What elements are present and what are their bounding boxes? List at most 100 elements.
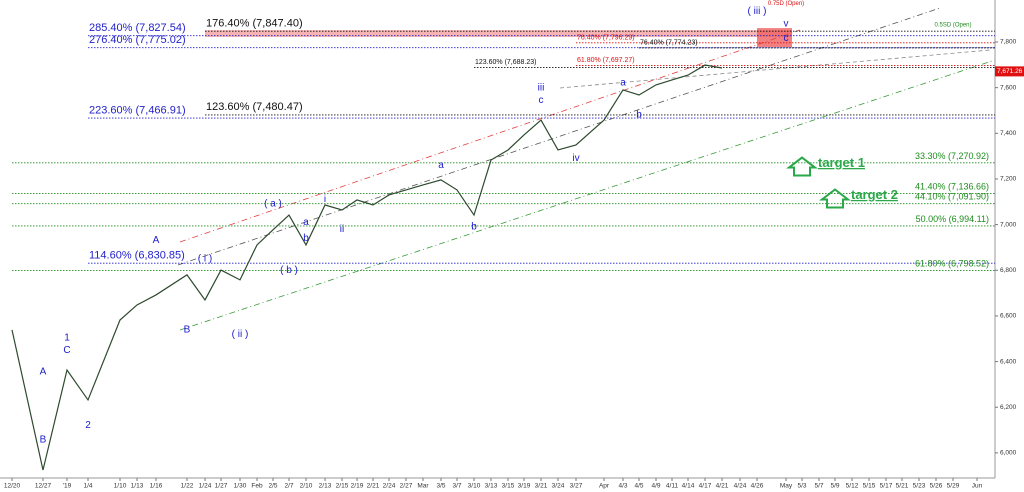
x-tick-label: 3/24 — [552, 483, 565, 490]
wave-label: ii — [340, 224, 344, 235]
fib-label: 61.80% (7,697.27) — [577, 57, 635, 64]
fib-label: 50.00% (6,994.11) — [916, 214, 989, 224]
price-line — [11, 64, 723, 471]
wave-label: A — [40, 367, 47, 378]
y-tick-label: 6,000 — [1000, 450, 1017, 457]
x-tick-label: 4/14 — [682, 483, 695, 490]
wave-label: ( i ) — [198, 254, 212, 265]
x-tick-label: 3/27 — [570, 483, 583, 490]
wave-label: a — [303, 217, 309, 228]
x-tick-label: 1/13 — [131, 483, 144, 490]
x-tick-label: 4/11 — [666, 483, 679, 490]
wave-label: v — [784, 18, 789, 29]
x-tick-label: 5/9 — [830, 483, 839, 490]
fib-label: 176.40% (7,847.40) — [206, 17, 303, 29]
fib-label: 76.40% (7,796.29) — [577, 34, 635, 41]
x-tick-label: 5/7 — [814, 483, 823, 490]
x-tick-label: 5/12 — [846, 483, 859, 490]
x-tick-label: '19 — [63, 483, 72, 490]
zone — [757, 28, 792, 48]
wave-label: b — [303, 233, 309, 244]
wave-label: iv — [572, 153, 579, 164]
x-tick-label: 5/23 — [913, 483, 926, 490]
zone — [205, 30, 792, 37]
fib-label: 285.40% (7,827.54) — [89, 22, 186, 34]
fib-label: 276.40% (7,775.02) — [89, 34, 186, 46]
x-tick-label: 1/16 — [150, 483, 163, 490]
wave-label: c — [539, 95, 544, 106]
wave-label: c — [784, 33, 789, 44]
wave-label: C — [63, 345, 70, 356]
y-tick-label: 7,000 — [1000, 221, 1017, 228]
x-tick-label: 2/24 — [383, 483, 396, 490]
x-tick-label: 3/7 — [452, 483, 461, 490]
wave-label: a — [620, 78, 626, 89]
wave-label: ( a ) — [264, 199, 282, 210]
wave-label: 2 — [85, 420, 91, 431]
x-tick-label: 3/10 — [468, 483, 481, 490]
x-tick-label: 1/30 — [234, 483, 247, 490]
x-tick-label: 2/21 — [367, 483, 380, 490]
x-tick-label: 3/15 — [502, 483, 515, 490]
target-label: target 2 — [851, 187, 898, 202]
wave-label: B — [40, 435, 47, 446]
wave-label: b — [636, 110, 642, 121]
wave-label: a — [438, 160, 444, 171]
x-tick-label: 2/13 — [319, 483, 332, 490]
last-price-tag — [995, 66, 1024, 77]
x-tick-label: Feb — [251, 483, 263, 490]
x-tick-label: 5/17 — [880, 483, 893, 490]
y-tick-label: 6,600 — [1000, 313, 1017, 320]
fib-label: 44.10% (7,091.90) — [915, 192, 989, 202]
wave-label: 0.75D (Open) — [768, 1, 804, 7]
wave-label: ( iii ) — [748, 6, 767, 17]
wave-label: B — [184, 324, 191, 335]
y-tick-label: 7,800 — [1000, 39, 1017, 46]
x-tick-label: 12/27 — [35, 483, 52, 490]
x-tick-label: 2/27 — [400, 483, 413, 490]
trend-line — [179, 59, 996, 331]
x-tick-label: Apr — [599, 483, 610, 490]
fib-label: 123.60% (7,480.47) — [206, 101, 303, 113]
fib-label: 33.30% (7,270.92) — [915, 151, 989, 161]
y-tick-label: 6,800 — [1000, 267, 1017, 274]
y-tick-label: 7,600 — [1000, 84, 1017, 91]
wave-label: 1 — [64, 332, 70, 343]
y-tick-label: 7,400 — [1000, 130, 1017, 137]
last-price-label: 7,671.26 — [997, 68, 1023, 75]
x-tick-label: 5/26 — [930, 483, 943, 490]
x-tick-label: 4/24 — [734, 483, 747, 490]
y-tick-label: 6,200 — [1000, 404, 1017, 411]
x-tick-label: 3/13 — [485, 483, 498, 490]
fib-label: 41.40% (7,136.66) — [915, 181, 989, 191]
x-tick-label: 4/26 — [751, 483, 764, 490]
y-tick-label: 7,200 — [1000, 176, 1017, 183]
wave-label: ( b ) — [280, 265, 298, 276]
x-tick-label: 5/29 — [947, 483, 960, 490]
fib-label: 76.40% (7,774.23) — [640, 40, 698, 47]
x-tick-label: 12/20 — [4, 483, 21, 490]
x-tick-label: 1/4 — [83, 483, 92, 490]
x-tick-label: 4/3 — [618, 483, 627, 490]
trend-line — [177, 7, 941, 266]
fib-label: 61.80% (6,798.52) — [915, 259, 989, 269]
x-tick-label: 2/15 — [336, 483, 349, 490]
x-tick-label: Mar — [417, 483, 429, 490]
fib-label: 223.60% (7,466.91) — [89, 104, 186, 116]
x-tick-label: 2/19 — [351, 483, 364, 490]
x-tick-label: 1/27 — [215, 483, 228, 490]
x-tick-label: 1/22 — [181, 483, 194, 490]
wave-label: 0.5SD (Open) — [934, 23, 971, 29]
x-tick-label: 5/21 — [896, 483, 909, 490]
wave-label: A — [153, 235, 160, 246]
trend-line — [559, 49, 991, 89]
x-tick-label: 3/21 — [535, 483, 548, 490]
x-tick-label: 2/10 — [300, 483, 313, 490]
wave-label: b — [471, 222, 477, 233]
x-tick-label: 2/5 — [268, 483, 277, 490]
x-tick-label: 1/24 — [199, 483, 212, 490]
target-arrow — [786, 156, 818, 177]
wave-label: iii — [538, 82, 545, 93]
x-tick-label: 3/5 — [436, 483, 445, 490]
x-tick-label: 2/7 — [284, 483, 293, 490]
